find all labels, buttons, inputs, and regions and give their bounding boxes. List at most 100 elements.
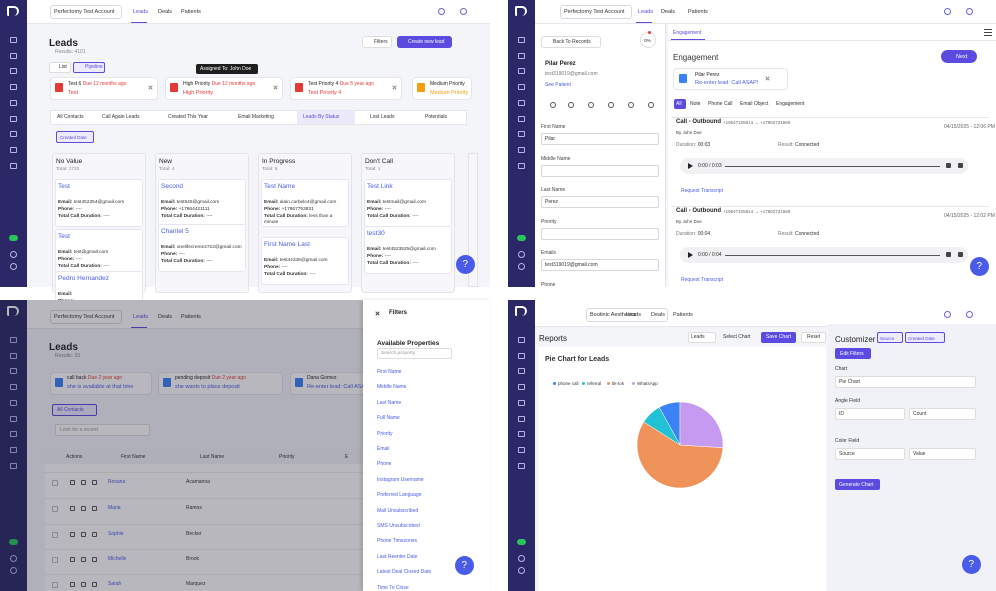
reminder-card[interactable] <box>158 372 283 395</box>
row-action[interactable] <box>70 557 75 562</box>
nav-link[interactable]: Patients <box>673 312 693 318</box>
sidebar-icon[interactable] <box>10 384 17 391</box>
nav-link[interactable]: Deals <box>651 312 666 318</box>
action-icon[interactable] <box>550 102 556 108</box>
lead-card[interactable] <box>364 179 452 227</box>
view-tab[interactable]: Created This Year <box>168 114 208 120</box>
sidebar-icon[interactable] <box>518 555 525 562</box>
nav-link[interactable]: Leads <box>638 9 653 15</box>
sidebar-icon[interactable] <box>10 68 17 75</box>
reminder-card[interactable] <box>290 77 402 100</box>
view-tab[interactable]: Email Marketing <box>238 114 274 120</box>
row-action[interactable] <box>70 532 75 537</box>
row-action[interactable] <box>81 532 86 537</box>
audio-icon[interactable] <box>946 163 951 168</box>
row-action[interactable] <box>70 506 75 511</box>
account-select[interactable] <box>50 310 122 324</box>
reset-button[interactable] <box>801 332 826 343</box>
help-button[interactable] <box>456 255 475 274</box>
nav-link[interactable]: Leads <box>133 9 148 15</box>
sidebar-icon[interactable] <box>10 37 17 43</box>
reminder-card[interactable] <box>50 372 152 395</box>
view-tab[interactable] <box>52 404 97 416</box>
sidebar-icon[interactable] <box>518 84 525 91</box>
sidebar-icon[interactable] <box>10 352 17 359</box>
property-option[interactable]: Preferred Language <box>377 492 422 499</box>
select[interactable] <box>835 408 905 420</box>
property-option[interactable]: Priority <box>377 430 393 437</box>
nav-link[interactable]: Patients <box>181 9 201 15</box>
audio-icon[interactable] <box>946 252 951 257</box>
lead-card[interactable] <box>158 224 246 272</box>
view-tab[interactable] <box>49 62 71 73</box>
next-button[interactable] <box>941 50 977 63</box>
sidebar-icon[interactable] <box>10 263 17 270</box>
sidebar-icon[interactable] <box>10 462 17 469</box>
sidebar-icon[interactable] <box>518 52 525 59</box>
property-option[interactable]: Time To Close <box>377 584 409 591</box>
top-icon[interactable] <box>944 8 951 15</box>
sidebar-icon[interactable] <box>10 446 17 453</box>
first-name[interactable]: Sophie <box>108 531 124 537</box>
row-action[interactable] <box>81 506 86 511</box>
sidebar-icon[interactable] <box>518 162 525 169</box>
filters-button[interactable] <box>362 36 392 48</box>
sidebar-icon[interactable] <box>518 352 525 359</box>
sidebar-icon[interactable] <box>10 567 17 574</box>
select[interactable] <box>909 408 976 420</box>
nav-link[interactable]: Deals <box>158 9 173 15</box>
nav-link[interactable]: Patients <box>181 314 201 320</box>
nav-link[interactable]: Deals <box>661 9 676 15</box>
lead-card[interactable] <box>55 179 143 227</box>
sidebar-icon[interactable] <box>10 399 17 406</box>
audio-icon[interactable] <box>958 252 963 257</box>
lead-name[interactable]: Chantel 5 <box>161 228 189 235</box>
nav-link[interactable]: Deals <box>158 314 173 320</box>
action-icon[interactable] <box>568 102 574 108</box>
row-action[interactable] <box>70 480 75 485</box>
sidebar-icon[interactable] <box>518 462 525 469</box>
sidebar-icon[interactable] <box>518 567 525 574</box>
sidebar-icon[interactable] <box>10 52 17 59</box>
filter-chip[interactable] <box>877 332 903 343</box>
sidebar-icon[interactable] <box>10 162 17 169</box>
account-select[interactable] <box>586 308 668 322</box>
top-icon[interactable] <box>966 311 973 318</box>
filter-tab[interactable]: Engagement <box>776 100 805 107</box>
filter-chip[interactable] <box>905 332 945 343</box>
property-option[interactable]: Middle Name <box>377 384 407 391</box>
property-option[interactable]: Email <box>377 446 390 452</box>
transcript-link[interactable]: Request Transcript <box>681 277 723 283</box>
sidebar-icon[interactable] <box>518 251 525 258</box>
first-name[interactable]: Sarah <box>108 581 122 587</box>
property-option[interactable]: Last Reenter Date <box>377 553 418 560</box>
field-input[interactable] <box>541 133 659 145</box>
lead-name[interactable]: Test <box>58 183 70 190</box>
sidebar-icon[interactable] <box>518 431 525 438</box>
row-checkbox[interactable] <box>52 506 58 512</box>
create-button[interactable] <box>397 36 452 48</box>
lead-name[interactable]: Test <box>58 233 70 240</box>
help-button[interactable] <box>455 556 474 575</box>
property-option[interactable]: First Name <box>377 369 402 375</box>
sidebar-icon[interactable] <box>10 131 17 138</box>
account-select[interactable] <box>560 5 632 19</box>
field-input[interactable] <box>541 165 659 177</box>
sidebar-icon[interactable] <box>518 37 525 43</box>
sidebar-icon[interactable] <box>518 384 525 391</box>
audio-icon[interactable] <box>958 163 963 168</box>
save-button[interactable] <box>761 332 796 343</box>
sidebar-icon[interactable] <box>10 115 17 122</box>
row-action[interactable] <box>92 506 97 511</box>
field-input[interactable] <box>541 259 659 271</box>
sidebar-icon[interactable] <box>10 555 17 562</box>
row-checkbox[interactable] <box>52 532 58 538</box>
sidebar-icon[interactable] <box>518 399 525 406</box>
action-icon[interactable] <box>628 102 634 108</box>
help-button[interactable] <box>962 555 981 574</box>
filter-chip[interactable] <box>56 131 94 143</box>
sidebar-icon[interactable] <box>518 446 525 453</box>
sidebar-icon[interactable] <box>518 68 525 75</box>
property-option[interactable]: Latest Deal Closed Date <box>377 569 432 576</box>
row-action[interactable] <box>81 557 86 562</box>
